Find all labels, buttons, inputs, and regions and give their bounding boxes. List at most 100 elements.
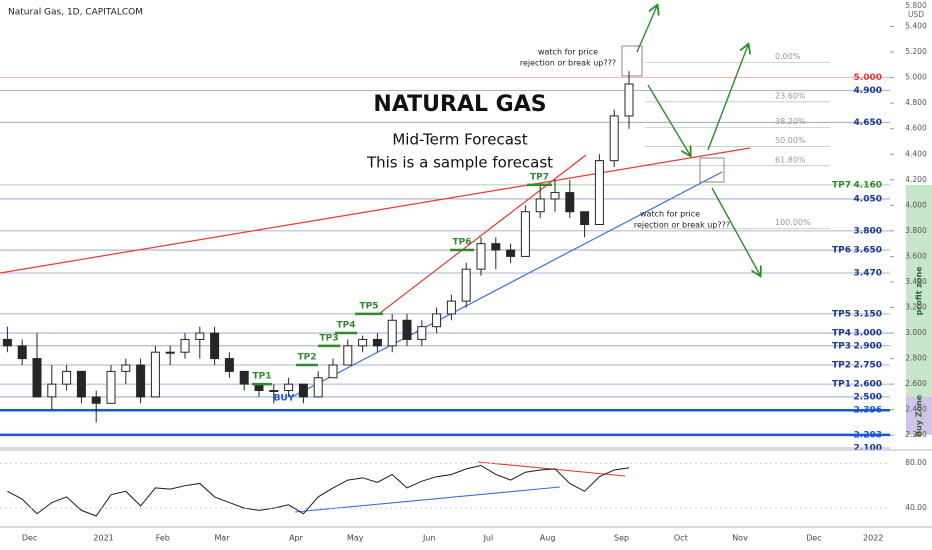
watch-box bbox=[699, 157, 725, 183]
candle-body bbox=[580, 211, 590, 226]
chart-title: NATURAL GAS bbox=[373, 92, 546, 117]
y-tick-label: 3.400 bbox=[905, 277, 927, 286]
candle-body bbox=[210, 332, 220, 360]
level-label: 3.800 bbox=[854, 226, 882, 236]
x-tick-label: Dec bbox=[806, 534, 821, 543]
zone-label: profit zone bbox=[915, 266, 924, 316]
candle-body bbox=[550, 192, 560, 200]
level-name: TP2 bbox=[832, 360, 851, 370]
level-label: 3.150 bbox=[854, 309, 882, 319]
annotation: watch for price bbox=[538, 48, 598, 57]
tp-label: TP3 bbox=[320, 333, 339, 343]
y-tick-label: 3.600 bbox=[905, 251, 927, 260]
candle-body bbox=[17, 345, 27, 360]
x-tick-label: Jun bbox=[422, 534, 436, 543]
y-tick-label: 5.200 bbox=[905, 47, 927, 56]
y-tick-label: 4.800 bbox=[905, 98, 927, 107]
candle-body bbox=[417, 326, 427, 340]
candle-body bbox=[91, 396, 101, 404]
level-label: 3.650 bbox=[854, 246, 882, 256]
fib-label: 100.00% bbox=[775, 218, 811, 227]
candle-body bbox=[106, 370, 116, 404]
candle-body bbox=[313, 377, 323, 398]
tp-label: TP2 bbox=[298, 352, 317, 362]
scale-top-label: 5.800 bbox=[905, 1, 927, 10]
rsi-line bbox=[7, 464, 630, 517]
tp-label: TP1 bbox=[253, 372, 272, 382]
candle-body bbox=[180, 338, 190, 353]
x-tick-label: Feb bbox=[156, 534, 170, 543]
level-name: TP1 bbox=[832, 380, 851, 390]
y-tick-label: 3.200 bbox=[905, 303, 927, 312]
annotation: rejection or break up??? bbox=[520, 59, 616, 68]
level-label: 4.650 bbox=[854, 118, 882, 128]
tp-label: TP5 bbox=[360, 301, 379, 311]
fib-label: 38.20% bbox=[775, 117, 806, 126]
candle-body bbox=[609, 115, 619, 162]
zone bbox=[906, 396, 932, 435]
candle-body bbox=[165, 351, 175, 354]
zone-label: Buy Zone bbox=[915, 394, 924, 437]
annotation: rejection or break up??? bbox=[634, 221, 730, 230]
watch-box bbox=[621, 45, 643, 77]
x-tick-label: Dec bbox=[22, 534, 37, 543]
x-tick-label: Sep bbox=[614, 534, 629, 543]
candle-body bbox=[76, 370, 86, 398]
x-tick-label: May bbox=[347, 534, 364, 543]
candle-body bbox=[461, 268, 471, 302]
trend-line bbox=[289, 171, 723, 399]
candle-body bbox=[491, 243, 501, 251]
chart-note: This is a sample forecast bbox=[366, 154, 553, 172]
buy-label: BUY bbox=[274, 394, 295, 404]
candle-body bbox=[476, 243, 486, 270]
x-tick-label: Oct bbox=[674, 534, 688, 543]
candle-body bbox=[372, 338, 382, 347]
fib-label: 23.60% bbox=[775, 91, 806, 100]
candle-body bbox=[224, 358, 234, 372]
level-label: 2.500 bbox=[854, 392, 882, 402]
level-label: 2.100 bbox=[854, 444, 882, 454]
forecast-arrows bbox=[636, 6, 760, 275]
fib-label: 50.00% bbox=[775, 136, 806, 145]
trend-line bbox=[379, 154, 587, 314]
candle-body bbox=[328, 364, 338, 379]
x-tick-label: 2022 bbox=[863, 534, 883, 543]
level-name: TP4 bbox=[832, 329, 851, 339]
y-tick-label: 4.000 bbox=[905, 200, 927, 209]
candle-body bbox=[358, 338, 368, 347]
rsi-trend-line bbox=[294, 486, 561, 513]
candle-body bbox=[150, 351, 160, 398]
tp-label: TP7 bbox=[530, 172, 549, 182]
level-name: TP5 bbox=[832, 309, 851, 319]
level-label: 2.203 bbox=[854, 430, 882, 440]
chart-header: Natural Gas, 1D, CAPITALCOM bbox=[8, 8, 143, 18]
candle-body bbox=[535, 198, 545, 213]
level-name: TP3 bbox=[832, 341, 851, 351]
candle-body bbox=[239, 370, 249, 385]
y-tick-label: 4.400 bbox=[905, 149, 927, 158]
level-label: 4.160 bbox=[854, 180, 882, 190]
level-label: 3.000 bbox=[854, 329, 882, 339]
candle-body bbox=[402, 319, 412, 340]
y-tick-label: 3.000 bbox=[905, 328, 927, 337]
zone bbox=[906, 184, 932, 397]
candle-body bbox=[387, 319, 397, 347]
x-tick-label: Apr bbox=[289, 534, 304, 543]
y-tick-label: 2.400 bbox=[905, 405, 927, 414]
tp-label: TP4 bbox=[337, 321, 356, 331]
candle-body bbox=[624, 83, 634, 117]
y-tick-label: 3.800 bbox=[905, 226, 927, 235]
level-label: 2.600 bbox=[854, 380, 882, 390]
rsi-tick-label: 80.00 bbox=[905, 458, 927, 467]
level-label: 2.750 bbox=[854, 360, 882, 370]
candle-body bbox=[62, 370, 72, 385]
candle-body bbox=[506, 249, 516, 257]
annotation: watch for price bbox=[640, 210, 700, 219]
tp-label: TP6 bbox=[453, 238, 472, 248]
level-label: 3.470 bbox=[854, 269, 882, 279]
level-label: 2.396 bbox=[854, 406, 882, 416]
candle-body bbox=[284, 383, 294, 392]
y-tick-label: 2.200 bbox=[905, 430, 927, 439]
candle-body bbox=[136, 364, 146, 398]
fib-label: 61.80% bbox=[775, 155, 806, 164]
